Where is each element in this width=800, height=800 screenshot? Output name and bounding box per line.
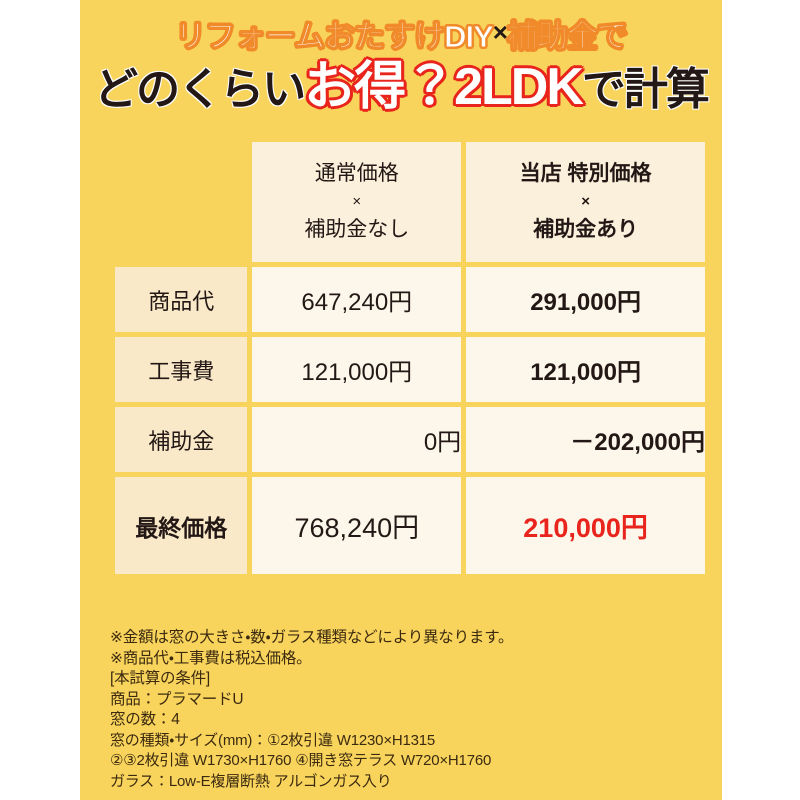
- column-header-special-price: 当店 特別価格 × 補助金あり: [466, 142, 705, 262]
- cell-final-price-normal: 768,240円: [252, 477, 462, 574]
- cell-product-cost-special-value: 291,000円: [530, 289, 641, 316]
- column-header-normal-title: 通常価格: [314, 162, 399, 185]
- headline-times-symbol: ×: [492, 17, 508, 47]
- headline-block: リフォームおたすけDIY×補助金で どのくらいお得？2LDKで計算: [80, 0, 722, 118]
- column-header-normal-symbol: ×: [352, 193, 362, 210]
- cell-product-cost-special: 291,000円 55% OFF: [466, 267, 705, 332]
- row-label-final-price: 最終価格: [115, 477, 248, 574]
- row-label-product-cost: 商品代: [115, 267, 248, 332]
- fineprint-line-7: ②③2枚引違 W1730×H1760 ④開き窓テラス W720×H1760: [110, 752, 492, 769]
- headline-subsidy-text: 補助金で: [506, 19, 628, 55]
- row-label-construction-cost: 工事費: [115, 337, 248, 402]
- price-comparison-table: 通常価格 × 補助金なし 当店 特別価格 × 補助金あり 商品代 647,240…: [110, 137, 710, 579]
- fineprint-line-1: ※金額は窓の大きさ・数・ガラス種類などにより異なります。: [110, 629, 514, 646]
- fineprint-line-3: [本試算の条件]: [110, 670, 211, 687]
- headline-bargain-text: お得？: [304, 58, 456, 116]
- column-header-special-symbol: ×: [581, 193, 590, 210]
- table-header-row: 通常価格 × 補助金なし 当店 特別価格 × 補助金あり: [115, 142, 705, 262]
- column-header-special-subtitle: 補助金あり: [533, 218, 639, 241]
- table-row: 補助金 0円 －202,000円: [115, 407, 705, 472]
- headline-brand-text: リフォームおたすけDIY: [175, 19, 495, 55]
- cell-final-price-special: 210,000円 72% OFF: [466, 477, 705, 574]
- column-header-normal-subtitle: 補助金なし: [304, 218, 410, 241]
- headline-calc-text: で計算: [581, 65, 710, 114]
- table-row: 工事費 121,000円 121,000円: [115, 337, 705, 402]
- table-corner-cell: [115, 142, 247, 262]
- fineprint-line-5: 窓の数：4: [110, 711, 180, 728]
- fineprint-line-8: ガラス：Low-E複層断熱 アルゴンガス入り: [110, 772, 392, 790]
- fineprint-block: ※金額は窓の大きさ・数・ガラス種類などにより異なります。 ※商品代・工事費は税込…: [110, 628, 710, 792]
- headline-line-1: リフォームおたすけDIY×補助金で: [80, 10, 722, 59]
- fineprint-line-6: 窓の種類・サイズ(mm)：①2枚引違 W1230×H1315: [110, 731, 436, 749]
- cell-construction-cost-normal: 121,000円: [252, 337, 462, 402]
- cell-subsidy-special: －202,000円: [466, 407, 705, 472]
- cell-product-cost-normal: 647,240円: [252, 267, 462, 332]
- table-row: 商品代 647,240円 291,000円 55% OFF: [115, 267, 705, 332]
- cell-final-price-special-value: 210,000円: [523, 513, 648, 543]
- fineprint-line-4: 商品：プラマードU: [110, 690, 244, 708]
- fineprint-line-2: ※商品代・工事費は税込価格。: [110, 649, 312, 667]
- headline-line-2: どのくらいお得？2LDKで計算: [80, 59, 722, 118]
- row-label-subsidy: 補助金: [115, 407, 248, 472]
- cell-subsidy-normal: 0円: [252, 407, 462, 472]
- headline-howmuch-text: どのくらい: [94, 65, 306, 114]
- column-header-normal-price: 通常価格 × 補助金なし: [252, 142, 462, 262]
- table-row: 最終価格 768,240円 210,000円 72% OFF: [115, 477, 705, 574]
- cell-construction-cost-special: 121,000円: [466, 337, 705, 402]
- column-header-special-title: 当店 特別価格: [519, 162, 652, 185]
- headline-2ldk-text: 2LDK: [454, 58, 584, 116]
- poster-panel: リフォームおたすけDIY×補助金で どのくらいお得？2LDKで計算 通常価格 ×…: [80, 0, 722, 800]
